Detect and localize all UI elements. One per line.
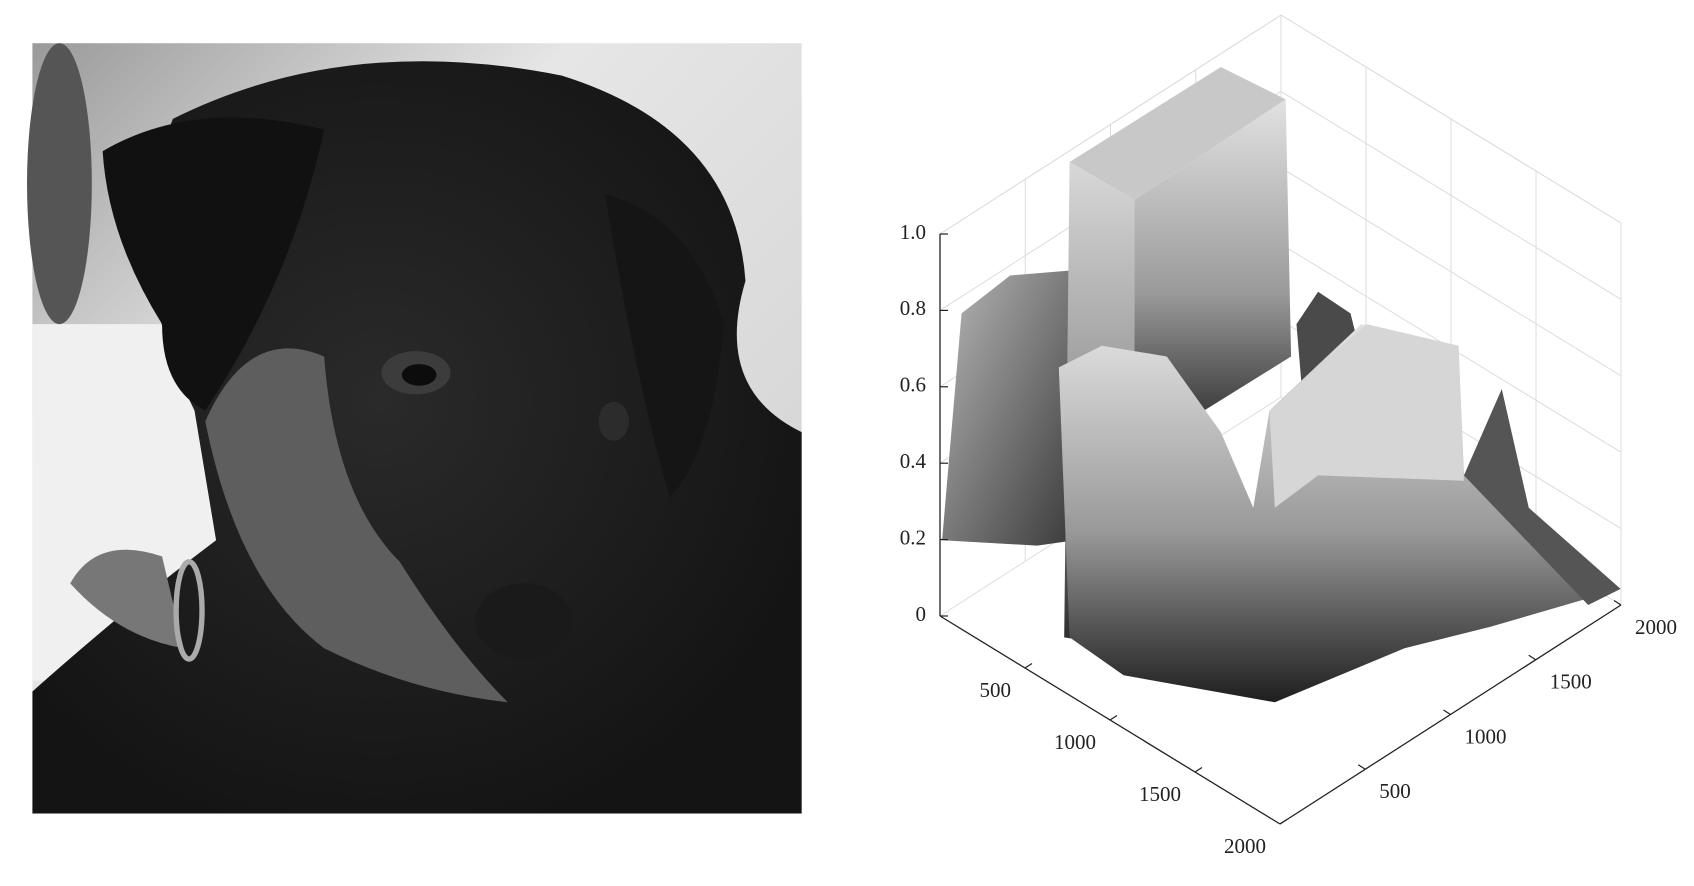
y-tick — [1528, 654, 1537, 661]
x-tick-label: 2000 — [1224, 834, 1266, 858]
x-tick-label: 500 — [980, 678, 1012, 702]
y-tick-label: 1000 — [1465, 724, 1507, 748]
z-tick-label: 0 — [916, 602, 927, 626]
z-tick-label: 1.0 — [900, 220, 926, 244]
x-tick — [1109, 714, 1118, 721]
y-tick-label: 1500 — [1550, 670, 1592, 694]
y-axis — [1279, 604, 1622, 825]
z-tick-label: 0.2 — [900, 525, 926, 549]
surface — [942, 66, 1621, 703]
x-axis — [939, 615, 1281, 825]
z-tick-label: 0.4 — [900, 449, 927, 473]
y-tick — [1443, 709, 1451, 716]
y-tick — [1613, 599, 1622, 606]
x-tick-label: 1500 — [1139, 782, 1181, 806]
x-tick-label: 1000 — [1054, 730, 1096, 754]
x-tick — [1024, 662, 1033, 669]
z-tick-label: 0.8 — [900, 296, 926, 320]
z-tick-label: 0.6 — [900, 373, 926, 397]
y-tick — [1357, 764, 1366, 770]
y-tick-label: 500 — [1379, 779, 1411, 803]
axes: 0 0.2 0.4 0.6 0.8 1.0 500 1000 1500 2000 500 1000 15… — [900, 220, 1677, 858]
x-tick — [1194, 766, 1203, 773]
y-tick-label: 2000 — [1635, 615, 1677, 639]
photo — [27, 43, 802, 814]
